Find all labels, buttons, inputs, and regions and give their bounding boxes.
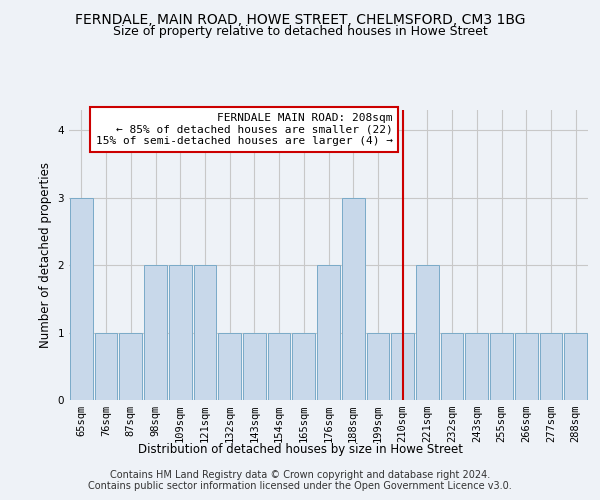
Bar [466, 332, 488, 400]
Bar [539, 332, 562, 400]
Text: Contains public sector information licensed under the Open Government Licence v3: Contains public sector information licen… [88, 481, 512, 491]
Bar [515, 332, 538, 400]
Bar [292, 332, 315, 400]
Bar [70, 198, 93, 400]
Bar [95, 332, 118, 400]
Bar [169, 265, 191, 400]
Bar [243, 332, 266, 400]
Bar [564, 332, 587, 400]
Text: FERNDALE MAIN ROAD: 208sqm
← 85% of detached houses are smaller (22)
15% of semi: FERNDALE MAIN ROAD: 208sqm ← 85% of deta… [96, 113, 393, 146]
Bar [194, 265, 216, 400]
Bar [317, 265, 340, 400]
Bar [218, 332, 241, 400]
Text: Distribution of detached houses by size in Howe Street: Distribution of detached houses by size … [137, 442, 463, 456]
Bar [391, 332, 414, 400]
Bar [490, 332, 513, 400]
Text: Contains HM Land Registry data © Crown copyright and database right 2024.: Contains HM Land Registry data © Crown c… [110, 470, 490, 480]
Bar [119, 332, 142, 400]
Bar [441, 332, 463, 400]
Bar [367, 332, 389, 400]
Bar [144, 265, 167, 400]
Text: FERNDALE, MAIN ROAD, HOWE STREET, CHELMSFORD, CM3 1BG: FERNDALE, MAIN ROAD, HOWE STREET, CHELMS… [75, 12, 525, 26]
Bar [342, 198, 365, 400]
Bar [416, 265, 439, 400]
Y-axis label: Number of detached properties: Number of detached properties [39, 162, 52, 348]
Bar [268, 332, 290, 400]
Text: Size of property relative to detached houses in Howe Street: Size of property relative to detached ho… [113, 25, 487, 38]
